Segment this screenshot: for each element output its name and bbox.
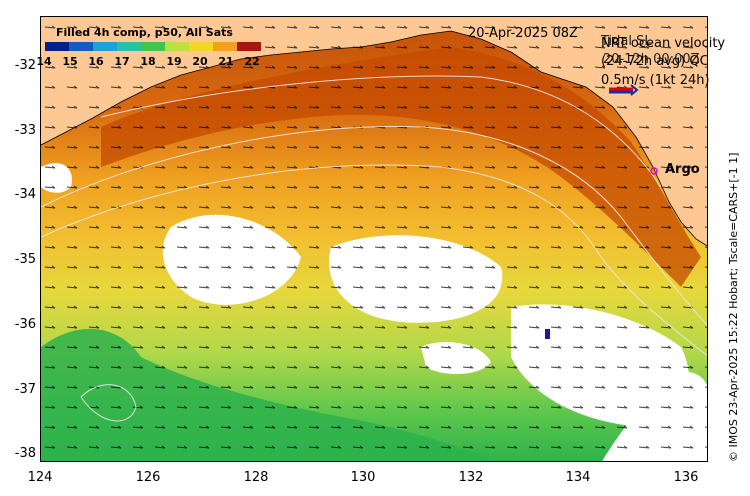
colorbar-label-14: 14: [36, 55, 52, 68]
map-date: 20-Apr-2025 08Z: [468, 26, 578, 41]
colorbar: [45, 42, 261, 51]
lat-tick-35: -35: [14, 252, 36, 267]
lat-tick-34: -34: [14, 187, 36, 202]
lat-tick-33: -33: [14, 123, 36, 138]
colorbar-label-21: 21: [218, 55, 234, 68]
legend-scale: 0.5m/s (1kt 24h): [601, 73, 710, 88]
lat-tick-32: -32: [14, 58, 36, 73]
lon-tick-136: 136: [673, 470, 699, 485]
colorbar-label-17: 17: [114, 55, 130, 68]
colorbar-label-15: 15: [62, 55, 78, 68]
legend-velocity: NRT ocean velocity: [601, 36, 726, 51]
legend-avg-qc: (24-72h avg) QC: [601, 54, 709, 69]
legend-overlap-2: 20-12h 00:00Z: [603, 52, 700, 67]
lon-tick-124: 124: [27, 470, 53, 485]
colorbar-label-19: 19: [166, 55, 182, 68]
colorbar-label-20: 20: [192, 55, 208, 68]
lon-tick-132: 132: [458, 470, 484, 485]
map-canvas: [41, 17, 707, 461]
lat-tick-36: -36: [14, 317, 36, 332]
lon-tick-130: 130: [350, 470, 376, 485]
lon-tick-126: 126: [135, 470, 161, 485]
argo-float-marker: [650, 167, 658, 175]
coastline: [41, 30, 707, 247]
sea-level-contours: [41, 75, 707, 422]
argo-track-speckle: [545, 329, 550, 339]
lat-tick-37: -37: [14, 382, 36, 397]
argo-label: Argo: [665, 162, 700, 177]
credit-text: © IMOS 23-Apr-2025 15:22 Hobart; Tscale=…: [727, 152, 740, 462]
velocity-vectors: [41, 17, 707, 461]
colorbar-title: Filled 4h comp, p50, All Sats: [56, 26, 233, 39]
lat-tick-38: -38: [14, 446, 36, 461]
lon-tick-134: 134: [565, 470, 591, 485]
lon-tick-128: 128: [243, 470, 269, 485]
legend-overlap-1: Tidal SL: [601, 34, 652, 49]
sst-map: [40, 16, 708, 462]
colorbar-label-22: 22: [244, 55, 260, 68]
velocity-scale-arrow: [609, 84, 639, 96]
colorbar-label-16: 16: [88, 55, 104, 68]
colorbar-label-18: 18: [140, 55, 156, 68]
